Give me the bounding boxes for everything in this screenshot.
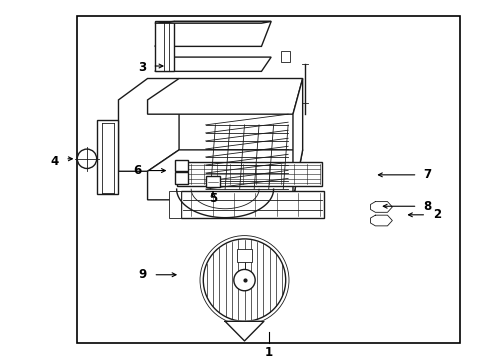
Polygon shape <box>147 150 302 200</box>
Polygon shape <box>370 215 391 226</box>
Polygon shape <box>292 78 302 200</box>
Text: 4: 4 <box>50 155 59 168</box>
Text: 5: 5 <box>208 192 217 204</box>
Polygon shape <box>155 21 271 46</box>
Text: 3: 3 <box>139 61 146 74</box>
Polygon shape <box>370 202 391 212</box>
Bar <box>176 162 322 185</box>
Polygon shape <box>155 21 271 23</box>
Text: 7: 7 <box>423 168 431 181</box>
Polygon shape <box>155 21 174 71</box>
Bar <box>77 16 459 343</box>
Bar <box>181 191 324 218</box>
Text: 1: 1 <box>264 346 272 359</box>
Polygon shape <box>97 120 118 194</box>
Bar <box>206 176 219 187</box>
Text: 6: 6 <box>133 164 141 177</box>
Bar <box>174 160 188 171</box>
Bar <box>174 172 188 184</box>
Circle shape <box>77 149 97 168</box>
Circle shape <box>233 269 255 291</box>
Bar <box>280 51 289 62</box>
Text: 8: 8 <box>423 200 431 213</box>
Text: 2: 2 <box>432 208 441 221</box>
Circle shape <box>203 239 285 321</box>
Polygon shape <box>118 78 179 171</box>
Bar <box>237 249 251 262</box>
Bar <box>169 191 181 218</box>
Polygon shape <box>147 78 302 114</box>
Text: 9: 9 <box>138 268 146 281</box>
Polygon shape <box>155 57 271 71</box>
Polygon shape <box>224 321 264 341</box>
